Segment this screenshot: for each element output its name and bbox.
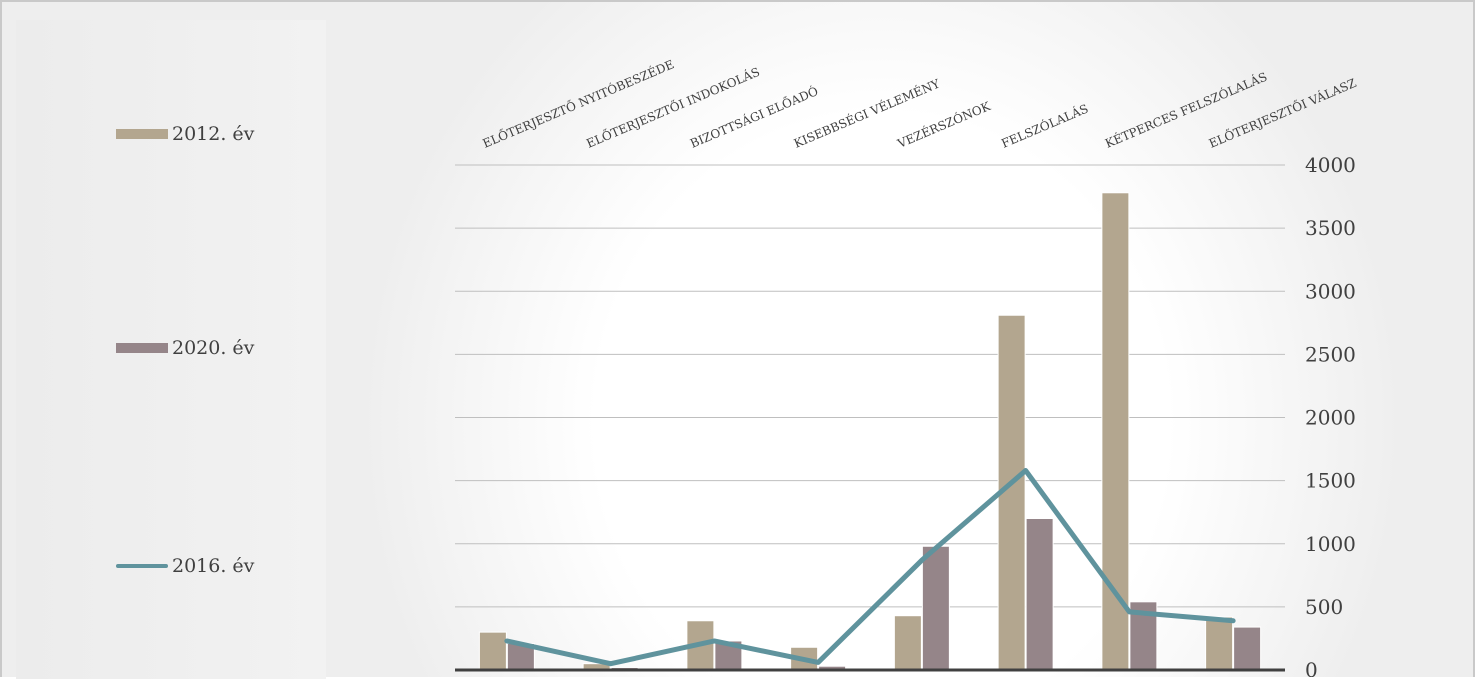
y-tick-label: 1500 xyxy=(1305,469,1356,493)
legend-label-2012: 2012. év xyxy=(172,123,255,145)
x-category-label: FELSZÓLALÁS xyxy=(999,100,1091,151)
legend-item-2012: 2012. év xyxy=(116,122,254,146)
legend-panel: 2012. év 2020. év 2016. év xyxy=(16,20,326,679)
bar-2012 xyxy=(478,631,507,671)
x-category-label: ELŐTERJESZTŐI INDOKOLÁS xyxy=(584,64,762,151)
y-tick-label: 4000 xyxy=(1305,153,1356,177)
bar-2012 xyxy=(893,615,922,671)
y-tick-label: 1000 xyxy=(1305,532,1356,556)
legend-label-2020: 2020. év xyxy=(172,337,255,359)
bar-2020 xyxy=(1233,626,1262,671)
y-tick-label: 2500 xyxy=(1305,342,1356,366)
y-tick-label: 500 xyxy=(1305,595,1343,619)
legend-item-2020: 2020. év xyxy=(116,336,254,360)
y-tick-label: 3500 xyxy=(1305,216,1356,240)
legend-item-2016: 2016. év xyxy=(116,554,254,578)
legend-swatch-2020 xyxy=(116,343,168,353)
bar-2020 xyxy=(1025,518,1054,671)
x-category-label: KÉTPERCES FELSZÓLALÁS xyxy=(1102,68,1269,151)
legend-swatch-2012 xyxy=(116,129,168,139)
line-series-2016 xyxy=(504,468,1236,667)
y-tick-label: 3000 xyxy=(1305,279,1356,303)
y-tick-label: 0 xyxy=(1305,658,1318,677)
legend-label-2016: 2016. év xyxy=(172,555,255,577)
legend-line-2016 xyxy=(116,564,168,568)
bar-2012 xyxy=(1205,616,1234,671)
bar-2020 xyxy=(921,545,950,671)
y-tick-label: 2000 xyxy=(1305,406,1356,430)
bar-2012 xyxy=(1101,192,1130,671)
x-category-label: VEZÉRSZÓNOK xyxy=(894,97,993,151)
x-category-label: ELŐTERJESZTŐ NYITÓBESZÉDE xyxy=(480,55,676,150)
